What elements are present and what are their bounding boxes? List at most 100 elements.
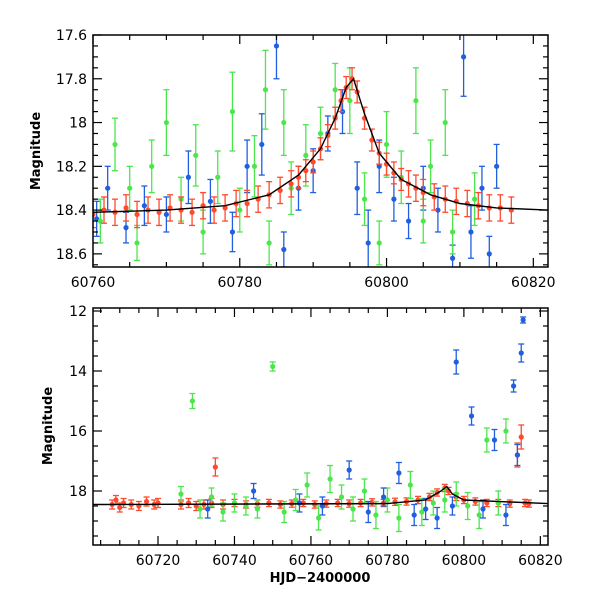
bottom-marker: [212, 464, 218, 470]
bottom-data-point-green: [269, 361, 276, 372]
bottom-data-point-red: [212, 457, 219, 477]
top-marker: [449, 255, 456, 261]
top-data-point-green: [442, 89, 449, 157]
bottom-data-point-blue: [502, 503, 509, 527]
bottom-data-point-blue: [411, 503, 418, 527]
top-marker: [435, 207, 441, 213]
top-data-point-green: [420, 198, 427, 244]
bottom-marker: [220, 509, 226, 515]
bottom-data-point-green: [197, 499, 204, 519]
bottom-marker: [419, 509, 425, 515]
bottom-data-point-red: [369, 498, 376, 507]
bottom-model-curve: [93, 485, 548, 506]
bottom-data-point-green: [407, 470, 414, 500]
bottom-axes-layer: 60720 60740 60760 60780 60800 60820 12 14 16 18: [69, 304, 562, 569]
bottom-marker: [423, 506, 429, 512]
bottom-data-point-green: [483, 427, 490, 453]
bottom-marker: [484, 437, 490, 443]
top-marker: [310, 159, 316, 165]
bottom-marker: [250, 488, 257, 494]
top-data-point-blue: [354, 161, 361, 216]
top-marker: [468, 229, 474, 235]
top-data-point-blue: [434, 187, 441, 233]
bottom-data-point-blue: [491, 428, 498, 452]
bottom-data-point-blue: [296, 493, 303, 513]
bottom-marker: [327, 476, 333, 482]
top-data-point-red: [222, 194, 229, 222]
top-marker: [134, 240, 140, 246]
top-y-tick-label: 18.2: [56, 159, 87, 175]
bottom-data-point-green: [327, 464, 334, 494]
top-marker: [215, 174, 221, 180]
bottom-y-tick-label: 16: [69, 424, 87, 440]
top-plot-frame: [92, 34, 549, 268]
bottom-data-point-blue: [346, 460, 353, 480]
top-data-point-blue: [467, 205, 474, 259]
top-marker: [189, 209, 195, 215]
bottom-data-point-green: [502, 418, 509, 444]
bottom-marker: [411, 512, 417, 518]
top-data-point-red: [324, 124, 331, 148]
bottom-data-point-red: [518, 424, 525, 450]
bottom-data-point-green: [350, 496, 356, 522]
bottom-marker: [296, 500, 303, 506]
bottom-marker: [476, 512, 482, 518]
top-marker: [365, 240, 371, 246]
top-x-tick-label: 60820: [511, 275, 556, 291]
bottom-data-point-blue: [518, 343, 525, 363]
bottom-marker: [449, 503, 456, 509]
top-data-point-red: [211, 196, 218, 224]
top-data-point-blue: [486, 235, 493, 267]
top-marker: [123, 205, 129, 211]
top-data-point-blue: [258, 113, 265, 176]
bottom-marker: [396, 470, 402, 476]
bottom-marker: [407, 482, 413, 488]
top-model-curve: [93, 77, 548, 213]
bottom-marker: [361, 488, 368, 494]
bottom-data-point-red: [135, 500, 142, 512]
bottom-data-point-blue: [468, 406, 475, 426]
bottom-marker: [453, 359, 459, 365]
bottom-marker: [514, 452, 521, 458]
bottom-marker: [270, 363, 276, 370]
top-data-point-red: [200, 191, 207, 220]
top-data-point-blue: [163, 196, 170, 233]
top-marker: [163, 119, 169, 126]
top-data-point-green: [361, 172, 368, 227]
bottom-marker: [434, 515, 440, 521]
top-marker: [134, 211, 140, 218]
bottom-marker: [518, 350, 524, 356]
bottom-data-point-blue: [520, 316, 527, 324]
top-model-layer: [93, 77, 548, 213]
top-data-point-green: [112, 117, 119, 172]
bottom-data-point-green: [476, 500, 483, 530]
bottom-marker: [526, 501, 532, 507]
top-data-point-red: [178, 196, 185, 224]
top-data-point-red: [508, 196, 515, 224]
bottom-model-layer: [93, 485, 548, 506]
bottom-marker: [350, 506, 356, 512]
bottom-data-point-green: [315, 505, 322, 531]
top-marker: [442, 119, 448, 126]
bottom-marker: [189, 398, 196, 404]
bottom-marker: [468, 413, 475, 419]
top-marker: [105, 185, 111, 191]
bottom-marker: [510, 383, 517, 389]
top-data-point-green: [214, 150, 221, 205]
bottom-data-point-blue: [449, 496, 456, 516]
bottom-marker: [384, 497, 391, 503]
top-y-tick-label: 17.6: [56, 28, 87, 44]
top-marker: [112, 141, 118, 148]
top-data-point-green: [266, 220, 273, 266]
top-marker: [361, 196, 368, 202]
bottom-marker: [266, 500, 272, 506]
top-marker: [376, 163, 382, 169]
top-data-point-red: [189, 198, 196, 227]
top-panel: 60760 60780 60800 60820 17.6 17.8 18 18.2 18.4 18…: [29, 28, 556, 291]
top-y-tick-label: 18.4: [56, 203, 87, 219]
bottom-data-point-green: [281, 500, 288, 524]
top-marker: [127, 185, 133, 191]
top-marker: [449, 229, 456, 235]
top-marker: [494, 163, 500, 169]
top-marker: [229, 229, 236, 235]
